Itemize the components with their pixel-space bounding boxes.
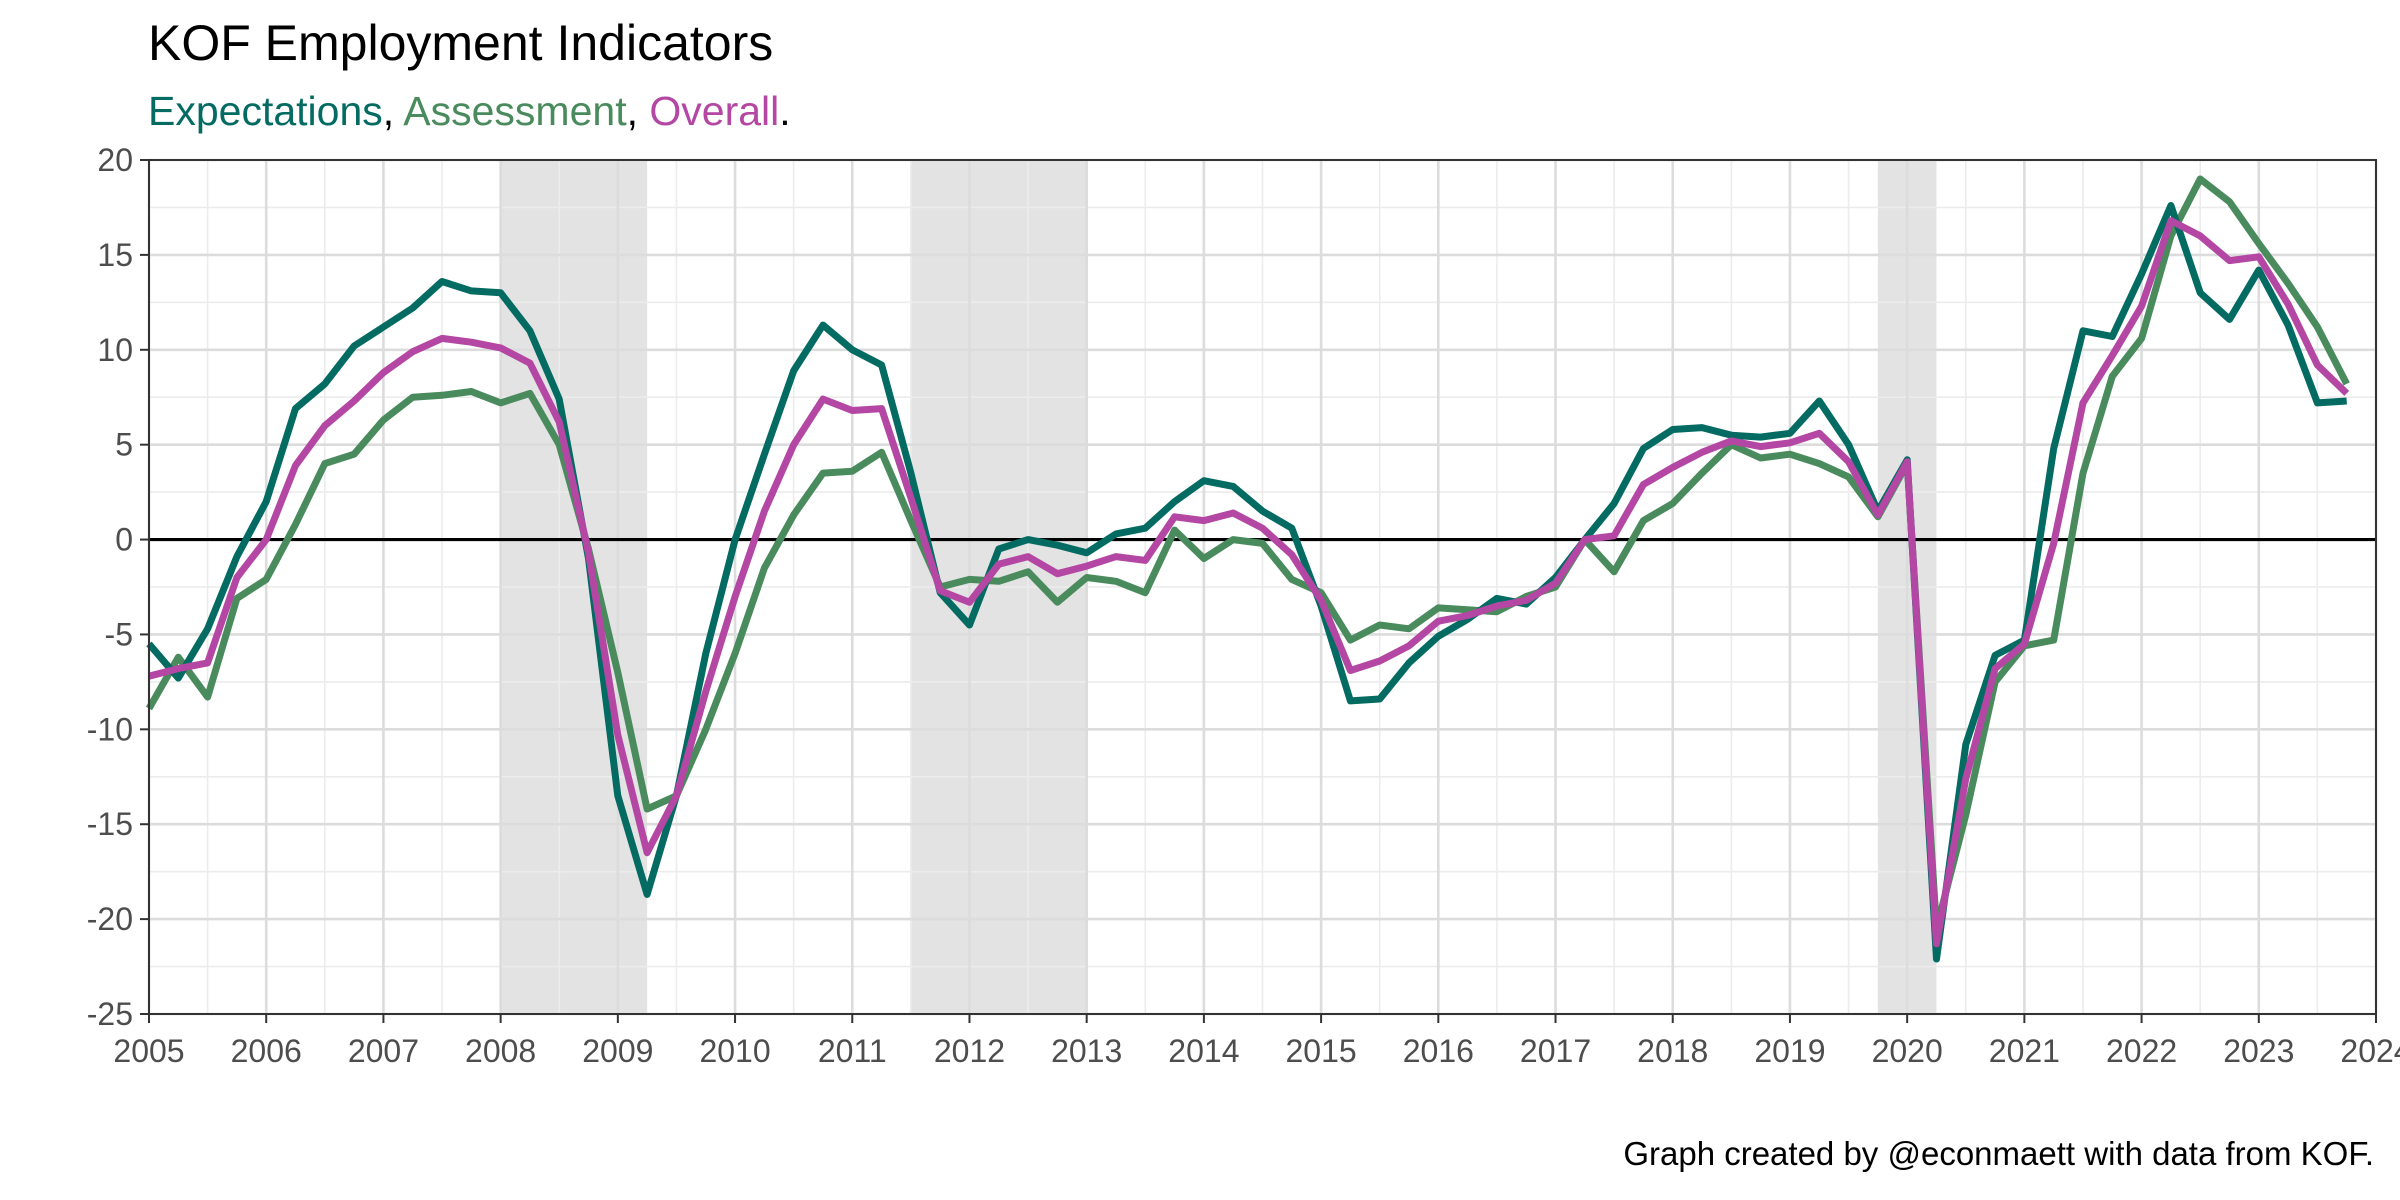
x-tick-label: 2006 xyxy=(231,1033,302,1069)
series-line-assessment xyxy=(145,175,2350,933)
subtitle-part: , xyxy=(382,88,404,134)
series-line-expectations xyxy=(146,202,2347,963)
subtitle-part: , xyxy=(626,88,650,134)
y-tick-label: -10 xyxy=(87,711,133,747)
x-tick-label: 2008 xyxy=(465,1033,536,1069)
x-tick-label: 2024 xyxy=(2340,1033,2400,1069)
x-tick-label: 2022 xyxy=(2106,1033,2177,1069)
x-tick-label: 2011 xyxy=(818,1033,887,1069)
x-tick-label: 2013 xyxy=(1051,1033,1122,1069)
y-tick-label: 0 xyxy=(115,522,133,558)
y-tick-label: 10 xyxy=(97,332,133,368)
x-tick-label: 2016 xyxy=(1403,1033,1474,1069)
subtitle-part: . xyxy=(779,88,791,134)
y-tick-label: -5 xyxy=(105,616,133,652)
series-line-overall xyxy=(148,217,2350,948)
axes: 2005 2006 2007 2008 2009 2010 2011 2012 2013 2014… xyxy=(87,142,2400,1069)
x-tick-label: 2018 xyxy=(1637,1033,1708,1069)
x-tick-label: 2012 xyxy=(934,1033,1005,1069)
y-tick-label: -15 xyxy=(87,806,133,842)
subtitle-part: Assessment xyxy=(403,88,627,134)
subtitle-part: Overall xyxy=(649,88,780,134)
y-tick-label: -25 xyxy=(87,996,133,1032)
y-tick-label: -20 xyxy=(87,901,133,937)
chart-caption: Graph created by @econmaett with data fr… xyxy=(1623,1135,2374,1172)
subtitle-part: Expectations xyxy=(148,88,383,134)
x-tick-label: 2015 xyxy=(1286,1033,1357,1069)
x-tick-label: 2014 xyxy=(1168,1033,1239,1069)
x-tick-label: 2023 xyxy=(2223,1033,2294,1069)
chart-title: KOF Employment Indicators xyxy=(148,15,774,71)
x-tick-label: 2021 xyxy=(1989,1033,2060,1069)
series-lines xyxy=(145,175,2350,963)
x-tick-label: 2005 xyxy=(113,1033,184,1069)
x-tick-label: 2020 xyxy=(1872,1033,1943,1069)
x-tick-label: 2007 xyxy=(348,1033,419,1069)
x-tick-label: 2017 xyxy=(1520,1033,1591,1069)
y-tick-label: 20 xyxy=(97,142,133,178)
plot-border xyxy=(148,159,2377,1015)
x-tick-label: 2010 xyxy=(699,1033,770,1069)
y-tick-label: 5 xyxy=(115,427,133,463)
chart-subtitle: Expectations, Assessment, Overall. xyxy=(148,88,791,135)
y-tick-label: 15 xyxy=(97,237,133,273)
x-tick-label: 2009 xyxy=(582,1033,653,1069)
x-tick-label: 2019 xyxy=(1754,1033,1825,1069)
